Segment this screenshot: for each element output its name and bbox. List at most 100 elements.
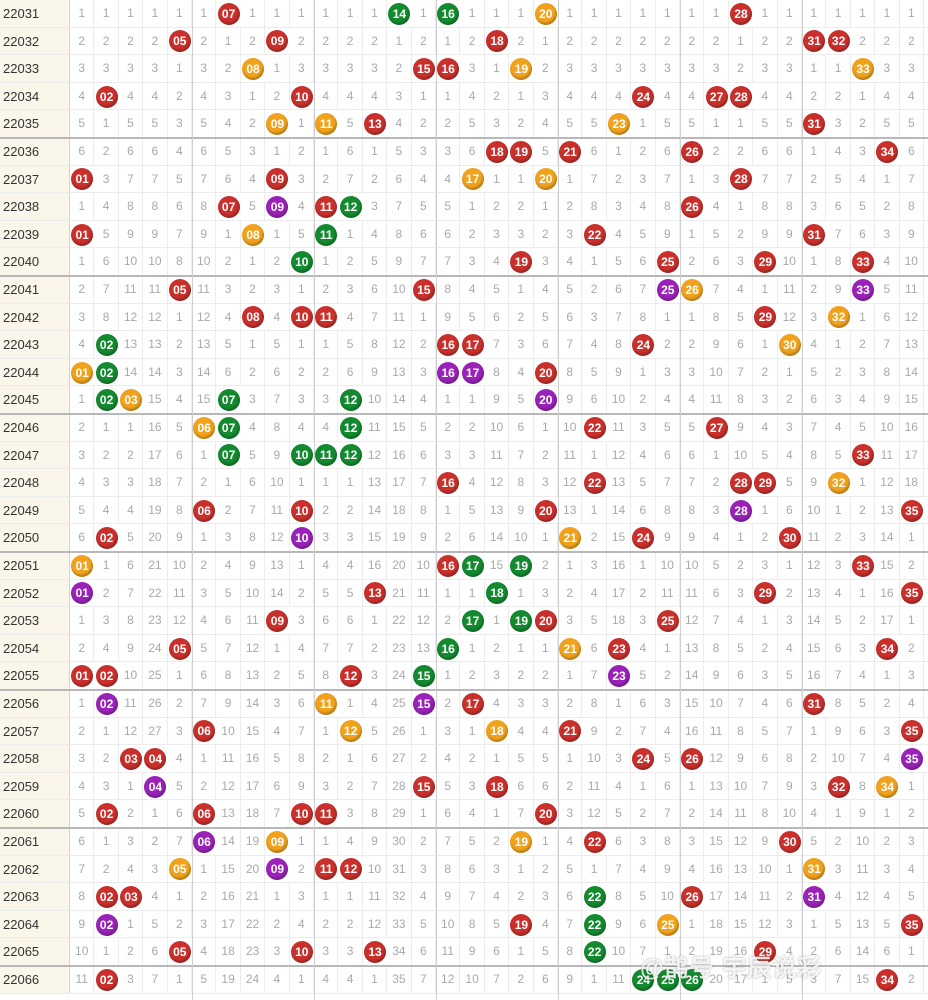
issue-number: 22049 <box>0 496 70 524</box>
omission-cell: 7 <box>265 800 290 828</box>
drawn-ball: 16 <box>437 334 460 356</box>
row-divider <box>0 330 928 332</box>
omission-cell: 10 <box>851 828 876 855</box>
omission-cell: 8 <box>119 607 144 635</box>
omission-cell: 4 <box>753 414 778 441</box>
omission-cell: 3 <box>631 165 656 193</box>
omission-cell: 8 <box>387 220 412 248</box>
omission-cell: 1 <box>290 331 314 359</box>
omission-cell: 2 <box>534 441 558 469</box>
omission-cell: 11 <box>680 579 705 607</box>
omission-cell: 1 <box>94 938 119 966</box>
issue-number: 22033 <box>0 55 70 83</box>
omission-cell: 6 <box>851 220 876 248</box>
omission-cell: 25 <box>387 690 412 717</box>
omission-cell: 3 <box>875 717 900 745</box>
omission-cell: 5 <box>680 110 705 138</box>
group-separator <box>0 965 928 967</box>
omission-cell: 3 <box>875 220 900 248</box>
omission-cell: 2 <box>509 193 534 221</box>
omission-cell: 5 <box>729 634 754 662</box>
omission-cell: 12 <box>485 469 510 497</box>
omission-cell: 6 <box>509 772 534 800</box>
omission-cell: 3 <box>656 358 680 386</box>
omission-cell: 15 <box>851 966 876 993</box>
drawn-ball: 19 <box>510 140 533 163</box>
omission-cell: 3 <box>680 358 705 386</box>
omission-cell: 2 <box>900 966 924 993</box>
omission-cell: 3 <box>851 524 876 552</box>
issue-number: 22036 <box>0 138 70 165</box>
drawn-ball: 22 <box>583 886 606 908</box>
omission-cell: 3 <box>778 607 802 635</box>
omission-cell: 1 <box>704 110 729 138</box>
omission-cell: 1 <box>900 524 924 552</box>
omission-cell: 1 <box>753 331 778 359</box>
omission-cell: 1 <box>753 966 778 993</box>
omission-cell: 5 <box>216 331 241 359</box>
omission-cell: 14 <box>851 938 876 966</box>
drawn-ball: 22 <box>583 830 606 853</box>
omission-cell: 4 <box>412 883 436 911</box>
omission-cell: 5 <box>265 745 290 773</box>
issue-number: 22061 <box>0 828 70 855</box>
omission-cell: 5 <box>607 248 632 276</box>
omission-cell: 10 <box>119 662 144 690</box>
omission-cell: 2 <box>290 27 314 55</box>
row-divider <box>0 219 928 221</box>
drawn-ball: 03 <box>120 886 142 908</box>
omission-cell: 13 <box>680 634 705 662</box>
omission-cell: 1 <box>94 110 119 138</box>
omission-cell: 6 <box>729 662 754 690</box>
omission-cell: 1 <box>290 828 314 855</box>
omission-cell: 3 <box>802 772 827 800</box>
omission-cell: 2 <box>460 220 485 248</box>
omission-cell: 26 <box>387 717 412 745</box>
omission-cell: 6 <box>729 331 754 359</box>
omission-cell: 3 <box>704 165 729 193</box>
drawn-ball: 07 <box>217 389 240 412</box>
row-divider <box>0 716 928 718</box>
omission-cell: 4 <box>631 441 656 469</box>
drawn-ball: 18 <box>486 140 508 163</box>
omission-cell: 3 <box>558 220 583 248</box>
omission-cell: 4 <box>558 82 583 110</box>
omission-cell: 1 <box>582 855 607 883</box>
drawn-ball: 24 <box>632 748 655 770</box>
omission-cell: 8 <box>70 883 95 911</box>
omission-cell: 14 <box>802 607 827 635</box>
omission-cell: 4 <box>900 82 924 110</box>
omission-cell: 1 <box>851 579 876 607</box>
omission-cell: 2 <box>875 690 900 717</box>
omission-cell: 9 <box>875 386 900 414</box>
omission-cell: 1 <box>412 0 436 27</box>
omission-cell: 3 <box>534 883 558 911</box>
omission-cell: 5 <box>241 441 266 469</box>
drawn-ball: 12 <box>339 858 362 881</box>
omission-cell: 4 <box>94 634 119 662</box>
omission-cell: 4 <box>216 552 241 579</box>
issue-number: 22057 <box>0 717 70 745</box>
omission-cell: 4 <box>485 883 510 911</box>
omission-cell: 1 <box>290 552 314 579</box>
omission-cell: 9 <box>607 910 632 938</box>
omission-cell: 1 <box>168 0 192 27</box>
drawn-ball: 12 <box>339 196 362 218</box>
omission-cell: 4 <box>314 552 339 579</box>
omission-cell: 2 <box>412 110 436 138</box>
omission-cell: 2 <box>509 303 534 331</box>
omission-cell: 34 <box>387 938 412 966</box>
omission-cell: 6 <box>582 634 607 662</box>
omission-cell: 4 <box>119 82 144 110</box>
omission-cell: 4 <box>509 717 534 745</box>
omission-cell: 9 <box>704 662 729 690</box>
drawn-ball: 05 <box>168 278 191 301</box>
omission-cell: 1 <box>265 0 290 27</box>
omission-cell: 8 <box>778 745 802 773</box>
omission-cell: 3 <box>436 138 461 165</box>
omission-cell: 3 <box>70 441 95 469</box>
omission-cell: 8 <box>900 193 924 221</box>
omission-cell: 2 <box>460 662 485 690</box>
omission-cell: 7 <box>290 717 314 745</box>
drawn-ball: 17 <box>461 610 484 632</box>
